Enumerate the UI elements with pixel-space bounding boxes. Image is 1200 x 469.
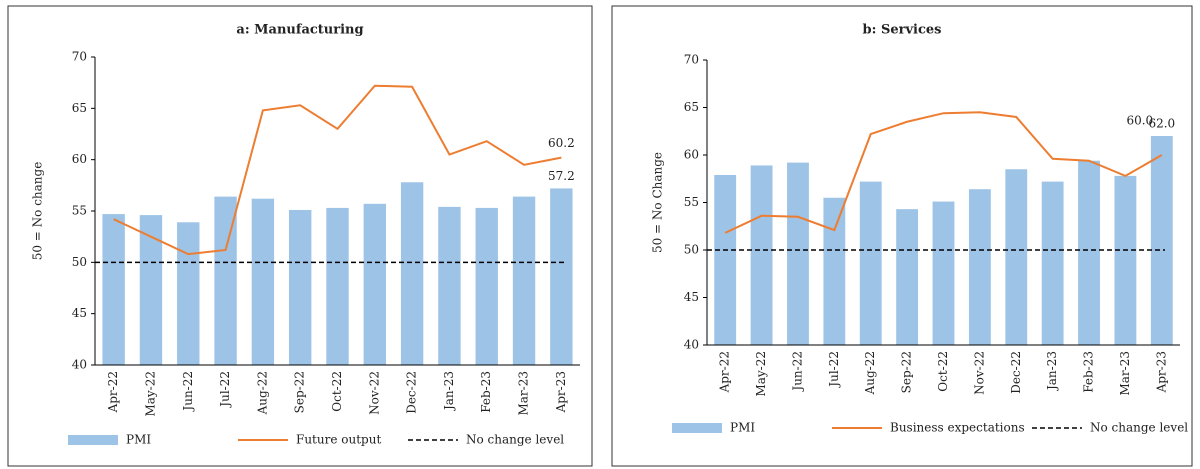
- x-tick-label: Feb-23: [479, 371, 493, 413]
- bar: [326, 207, 349, 365]
- y-axis-label: 50 = No change: [31, 162, 45, 261]
- y-tick-label: 45: [684, 290, 699, 304]
- bar: [714, 174, 737, 345]
- x-tick-label: Nov-22: [367, 371, 381, 415]
- x-tick-label: Jun-22: [181, 371, 195, 413]
- x-tick-label: Apr-23: [554, 371, 568, 413]
- x-tick-label: Aug-22: [255, 371, 269, 415]
- bar: [896, 209, 919, 345]
- x-tick-label: Feb-23: [1082, 351, 1096, 393]
- y-tick-label: 70: [72, 50, 87, 64]
- bar: [475, 207, 498, 365]
- bar: [750, 165, 773, 345]
- legend-label: Business expectations: [890, 421, 1025, 435]
- x-tick-label: Jan-23: [442, 371, 456, 412]
- legend-label: PMI: [126, 433, 151, 447]
- data-label: 57.2: [548, 169, 575, 183]
- y-tick-label: 60: [72, 152, 87, 166]
- bar: [400, 182, 424, 365]
- y-tick-label: 40: [72, 358, 87, 372]
- x-tick-label: Jul-22: [827, 351, 841, 389]
- bar: [512, 196, 536, 365]
- bar: [968, 189, 991, 345]
- legend-label: No change level: [466, 433, 564, 447]
- line: [113, 84, 562, 256]
- line: [724, 111, 1163, 234]
- bar: [932, 201, 955, 345]
- panel-border: [611, 5, 1193, 467]
- bar: [363, 203, 386, 365]
- x-tick-label: Dec-22: [1009, 351, 1023, 394]
- x-tick-label: Jul-22: [218, 371, 232, 409]
- bar: [859, 181, 882, 345]
- legend-swatch: [672, 423, 722, 433]
- x-tick-label: Oct-22: [936, 351, 950, 392]
- x-tick-label: Mar-23: [517, 371, 531, 416]
- x-tick-label: May-22: [754, 351, 768, 397]
- y-tick-label: 70: [684, 53, 699, 67]
- bar: [177, 222, 200, 365]
- x-tick-label: Jan-23: [1045, 351, 1059, 392]
- y-tick-label: 50: [684, 243, 699, 257]
- bar: [214, 196, 237, 365]
- y-tick-label: 65: [684, 100, 699, 114]
- x-tick-label: Sep-22: [293, 371, 307, 413]
- x-tick-label: Nov-22: [972, 351, 986, 395]
- x-tick-label: Jun-22: [790, 351, 804, 393]
- y-tick-label: 45: [72, 306, 87, 320]
- bar: [251, 198, 275, 365]
- legend-label: No change level: [1090, 421, 1188, 435]
- y-tick-label: 55: [72, 204, 87, 218]
- x-tick-label: Apr-22: [718, 351, 732, 393]
- x-tick-label: Sep-22: [900, 351, 914, 393]
- bar: [289, 209, 312, 365]
- x-tick-label: Mar-23: [1118, 351, 1132, 396]
- chart-title: a: Manufacturing: [236, 23, 363, 38]
- bar: [1078, 160, 1100, 345]
- y-axis-label: 50 = No Change: [651, 152, 665, 253]
- bar: [438, 206, 461, 365]
- y-tick-label: 65: [72, 101, 87, 115]
- chart-title: b: Services: [863, 23, 942, 38]
- legend-label: Future output: [296, 433, 381, 447]
- bar: [1005, 169, 1028, 345]
- panel-border: [7, 5, 593, 467]
- y-tick-label: 55: [684, 195, 699, 209]
- x-tick-label: Apr-22: [106, 371, 120, 413]
- x-tick-label: Oct-22: [330, 371, 344, 412]
- bar: [823, 197, 846, 345]
- bar: [787, 162, 809, 345]
- data-label: 62.0: [1148, 117, 1175, 131]
- legend-swatch: [68, 435, 118, 445]
- y-tick-label: 60: [684, 148, 699, 162]
- bar: [1114, 175, 1137, 345]
- data-label: 60.0: [1126, 114, 1153, 128]
- y-tick-label: 40: [684, 338, 699, 352]
- x-tick-label: May-22: [143, 371, 157, 417]
- legend-label: PMI: [730, 421, 755, 435]
- bar: [1150, 136, 1173, 345]
- x-tick-label: Dec-22: [405, 371, 419, 414]
- x-tick-label: Apr-23: [1154, 351, 1168, 393]
- data-label: 60.2: [548, 136, 575, 150]
- x-tick-label: Aug-22: [863, 351, 877, 395]
- bar: [550, 188, 573, 365]
- bar: [139, 215, 163, 365]
- bar: [1041, 181, 1064, 345]
- y-tick-label: 50: [72, 255, 87, 269]
- bar: [102, 214, 125, 365]
